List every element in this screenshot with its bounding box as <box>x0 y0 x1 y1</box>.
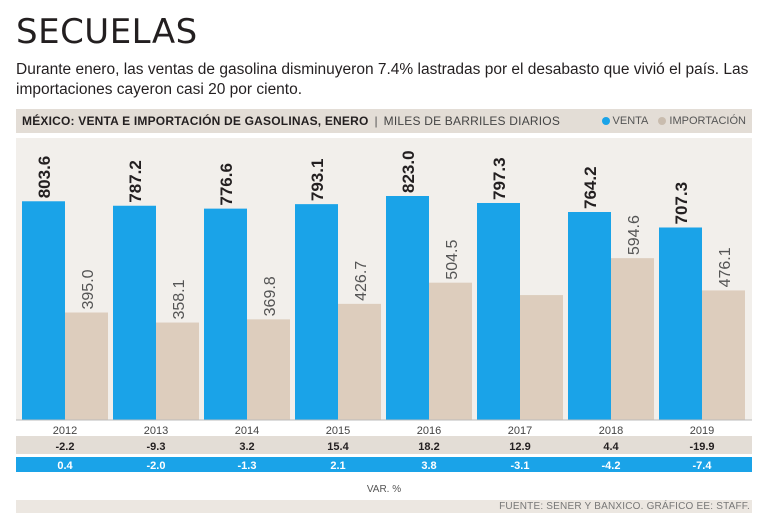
venta-bar-2019 <box>659 227 702 420</box>
units-label: MILES DE BARRILES DIARIOS <box>383 114 561 128</box>
var-importacion-2013: -9.3 <box>147 441 166 453</box>
importacion-value-label-2019: 476.1 <box>717 247 734 287</box>
var-venta-2013: -2.0 <box>147 460 166 472</box>
importacion-bar-2019 <box>702 290 745 420</box>
var-importacion-2017: 12.9 <box>509 441 530 453</box>
legend: VENTA IMPORTACIÓN <box>592 109 746 133</box>
var-venta-2012: 0.4 <box>57 460 73 472</box>
venta-bar-2017 <box>477 202 520 420</box>
year-label-2018: 2018 <box>599 425 623 437</box>
var-venta-2019: -7.4 <box>693 460 713 472</box>
venta-bar-2016 <box>386 196 429 420</box>
legend-importacion-dot-icon <box>658 117 667 125</box>
venta-bar-2018 <box>568 212 611 420</box>
separator: | <box>374 114 378 128</box>
importacion-bar-2018 <box>611 258 654 420</box>
importacion-bar-2016 <box>429 282 472 420</box>
var-venta-row <box>16 457 752 472</box>
chart-title: MÉXICO: VENTA E IMPORTACIÓN DE GASOLINAS… <box>22 114 369 128</box>
importacion-bar-2013 <box>156 322 199 420</box>
year-label-2019: 2019 <box>690 425 714 437</box>
year-label-2012: 2012 <box>53 425 77 437</box>
source-bar <box>16 500 752 513</box>
var-venta-2018: -4.2 <box>602 460 621 472</box>
legend-importacion: IMPORTACIÓN <box>658 115 746 127</box>
year-label-2017: 2017 <box>508 425 532 437</box>
importacion-bar-2014 <box>247 319 290 420</box>
venta-value-label-2017: 797.3 <box>490 157 509 200</box>
var-importacion-row <box>16 436 752 454</box>
var-importacion-2012: -2.2 <box>56 441 75 453</box>
venta-bar-2012 <box>22 201 65 420</box>
legend-venta-dot-icon <box>601 117 610 125</box>
importacion-value-label-2013: 358.1 <box>171 279 188 319</box>
year-label-2016: 2016 <box>417 425 441 437</box>
importacion-bar-2017 <box>520 295 563 420</box>
chart-header: MÉXICO: VENTA E IMPORTACIÓN DE GASOLINAS… <box>16 109 752 133</box>
venta-value-label-2019: 707.3 <box>672 182 691 225</box>
var-importacion-2019: -19.9 <box>689 441 714 453</box>
venta-bar-2014 <box>204 208 247 420</box>
legend-importacion-label: IMPORTACIÓN <box>669 115 746 127</box>
source-text: FUENTE: SENER Y BANXICO. GRÁFICO EE: STA… <box>499 501 750 512</box>
year-label-2015: 2015 <box>326 425 350 437</box>
year-label-2013: 2013 <box>144 425 168 437</box>
importacion-value-label-2016: 504.5 <box>444 240 461 280</box>
venta-value-label-2016: 823.0 <box>399 150 418 193</box>
var-venta-2016: 3.8 <box>421 460 436 472</box>
var-importacion-2014: 3.2 <box>239 441 254 453</box>
var-venta-2017: -3.1 <box>511 460 530 472</box>
var-importacion-2018: 4.4 <box>603 441 619 453</box>
var-venta-2014: -1.3 <box>238 460 257 472</box>
page-title: SECUELAS <box>16 12 198 52</box>
venta-value-label-2018: 764.2 <box>581 166 600 209</box>
var-label: VAR. % <box>366 484 402 495</box>
importacion-bar-2015 <box>338 303 381 420</box>
legend-venta: VENTA <box>601 115 649 127</box>
year-label-2014: 2014 <box>235 425 259 437</box>
venta-value-label-2014: 776.6 <box>217 163 236 206</box>
importacion-value-label-2018: 594.6 <box>626 215 643 255</box>
legend-venta-label: VENTA <box>612 115 649 127</box>
venta-bar-2015 <box>295 204 338 420</box>
var-venta-2015: 2.1 <box>330 460 345 472</box>
venta-bar-2013 <box>113 205 156 420</box>
var-importacion-2015: 15.4 <box>327 441 349 453</box>
subtitle: Durante enero, las ventas de gasolina di… <box>16 61 749 98</box>
venta-value-label-2012: 803.6 <box>35 156 54 199</box>
importacion-bar-2012 <box>65 312 108 420</box>
importacion-value-label-2012: 395.0 <box>80 269 97 309</box>
importacion-value-label-2014: 369.8 <box>262 276 279 316</box>
importacion-value-label-2015: 426.7 <box>353 261 370 301</box>
venta-value-label-2013: 787.2 <box>126 160 145 203</box>
venta-value-label-2015: 793.1 <box>308 159 327 202</box>
var-importacion-2016: 18.2 <box>418 441 439 453</box>
